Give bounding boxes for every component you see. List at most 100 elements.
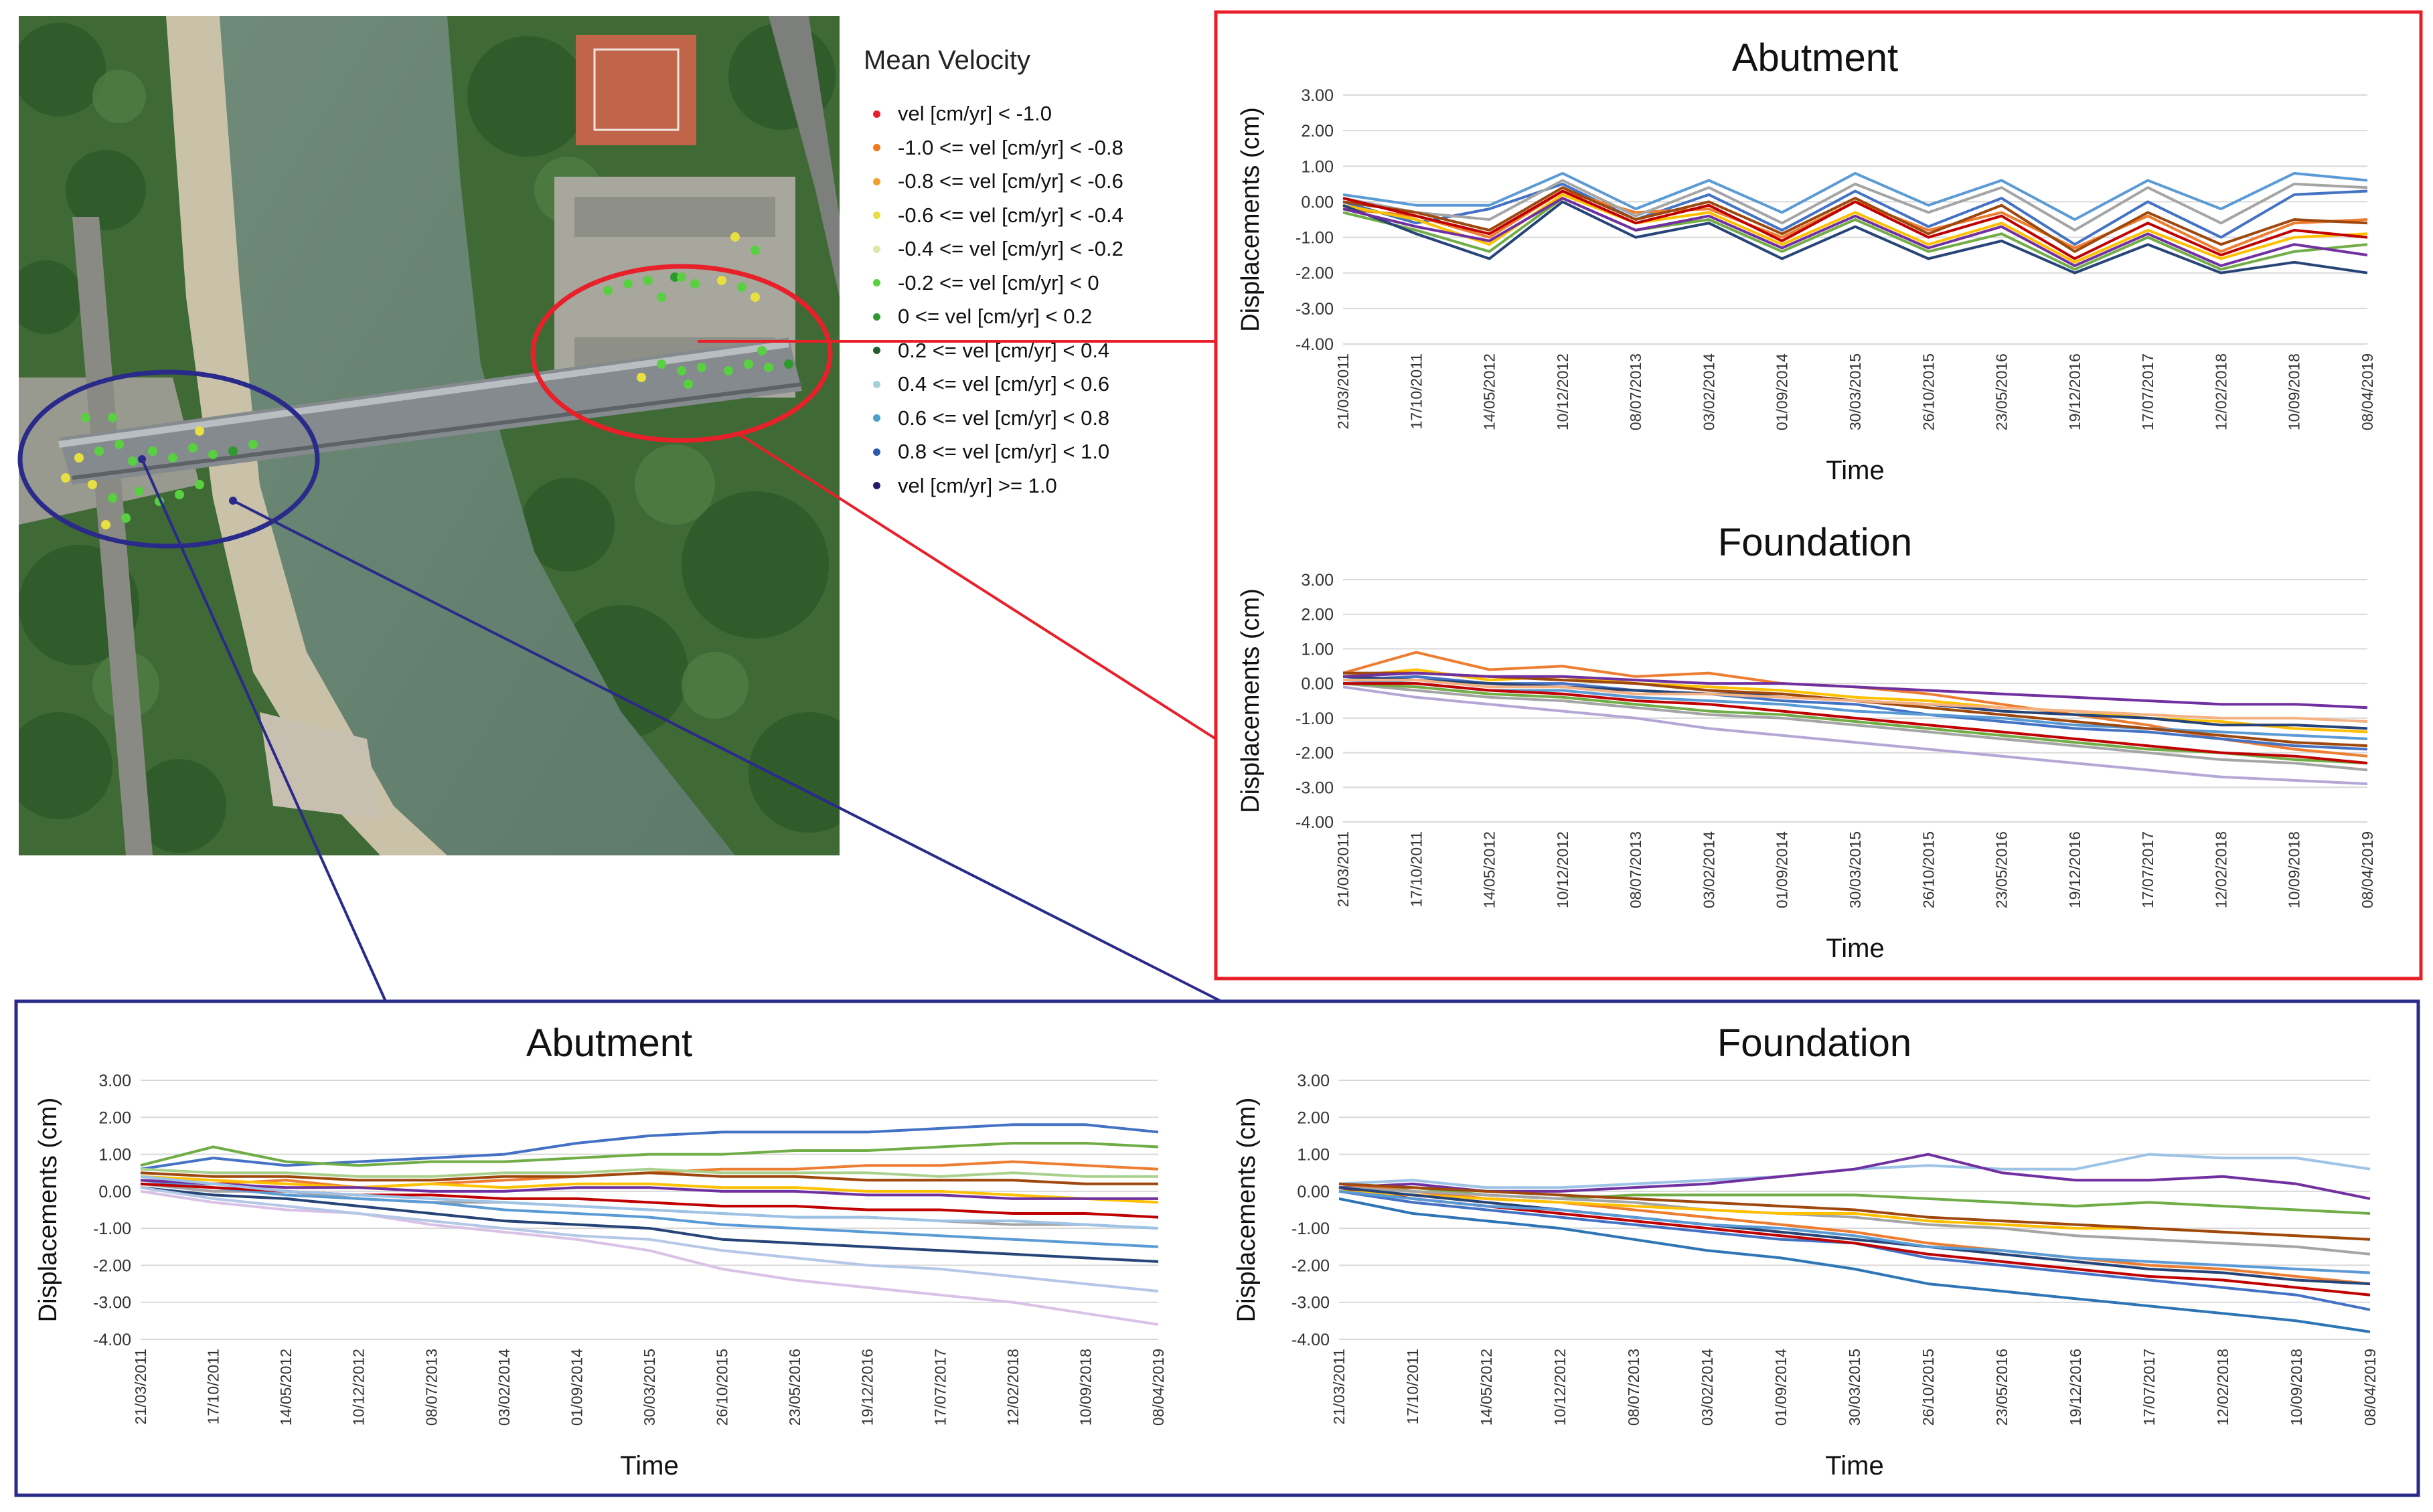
y-tick-label: -3.00 (1296, 300, 1334, 319)
x-tick-label: 17/07/2017 (2139, 353, 2156, 430)
x-tick-label: 21/03/2011 (1334, 353, 1352, 429)
y-tick-label: 0.00 (1297, 1183, 1330, 1201)
y-tick-label: 1.00 (1301, 640, 1334, 659)
x-tick-label: 08/04/2019 (2361, 1349, 2379, 1426)
legend-item: vel [cm/yr] < -1.0 (864, 97, 1239, 131)
x-tick-label: 03/02/2014 (495, 1349, 513, 1426)
x-tick-label: 08/04/2019 (1150, 1349, 1167, 1426)
x-tick-label: 03/02/2014 (1700, 831, 1717, 908)
series-line (1342, 186, 2368, 253)
x-axis-label: Time (1826, 934, 1884, 963)
legend-marker (873, 245, 880, 253)
chart-title: Abutment (526, 1021, 692, 1065)
series-line (1338, 1153, 2371, 1189)
legend-marker (873, 110, 880, 118)
x-tick-label: 23/05/2016 (786, 1349, 803, 1426)
legend-marker (873, 279, 880, 287)
series-line (1342, 197, 2368, 268)
x-tick-label: 26/10/2015 (1919, 353, 1937, 430)
legend-marker (873, 482, 880, 490)
x-tick-label: 26/10/2015 (714, 1349, 731, 1426)
x-tick-label: 17/10/2011 (1407, 831, 1425, 907)
x-tick-label: 01/09/2014 (1772, 1349, 1790, 1426)
x-tick-label: 14/05/2012 (1478, 1349, 1495, 1426)
y-tick-label: 3.00 (98, 1072, 131, 1090)
series-line (1342, 171, 2368, 221)
series-line (1342, 179, 2368, 232)
y-tick-label: 2.00 (98, 1108, 131, 1127)
x-tick-label: 10/12/2012 (350, 1349, 368, 1426)
legend-marker (873, 144, 880, 152)
x-axis-label: Time (1825, 1451, 1883, 1481)
x-axis-label: Time (1826, 456, 1884, 485)
x-tick-label: 10/09/2018 (2286, 831, 2303, 908)
legend-label: vel [cm/yr] < -1.0 (898, 102, 1052, 126)
velocity-legend: Mean Velocity vel [cm/yr] < -1.0 -1.0 <= … (864, 46, 1239, 503)
y-tick-label: -1.00 (93, 1220, 131, 1238)
series-line (140, 1171, 1158, 1185)
x-tick-label: 12/02/2018 (1004, 1349, 1022, 1426)
series-line (140, 1189, 1159, 1326)
y-axis-label: Displacements (cm) (1233, 1098, 1261, 1323)
x-tick-label: 01/09/2014 (568, 1349, 585, 1426)
y-tick-label: 0.00 (1301, 193, 1334, 212)
legend-label: 0.6 <= vel [cm/yr] < 0.8 (898, 406, 1110, 430)
x-tick-label: 30/03/2015 (1847, 353, 1864, 430)
y-tick-label: -4.00 (1291, 1331, 1330, 1349)
y-tick-label: -2.00 (1296, 744, 1334, 763)
legend-item: -1.0 <= vel [cm/yr] < -0.8 (864, 131, 1239, 165)
legend-label: -0.8 <= vel [cm/yr] < -0.6 (898, 169, 1123, 193)
series-line (1338, 1186, 2371, 1286)
legend-item: 0.2 <= vel [cm/yr] < 0.4 (864, 334, 1239, 368)
series-line (1343, 682, 2368, 765)
x-tick-label: 17/07/2017 (2139, 831, 2156, 908)
legend-item: -0.4 <= vel [cm/yr] < -0.2 (864, 232, 1239, 266)
x-tick-label: 17/10/2011 (205, 1349, 222, 1424)
series-line (1342, 679, 2368, 740)
series-line (140, 1167, 1158, 1178)
y-tick-label: -1.00 (1291, 1220, 1330, 1238)
legend-item: -0.8 <= vel [cm/yr] < -0.6 (864, 165, 1239, 199)
legend-marker (873, 177, 880, 185)
series-line (1342, 197, 2368, 271)
x-tick-label: 03/02/2014 (1700, 353, 1717, 430)
legend-label: 0.4 <= vel [cm/yr] < 0.6 (898, 372, 1110, 396)
legend-label: vel [cm/yr] >= 1.0 (898, 473, 1057, 497)
series-line (140, 1175, 1159, 1204)
x-axis-label: Time (620, 1451, 678, 1481)
y-tick-label: 3.00 (1297, 1072, 1330, 1090)
x-tick-label: 10/09/2018 (1077, 1349, 1094, 1426)
x-tick-label: 19/12/2016 (2067, 1349, 2084, 1426)
series-line (1338, 1197, 2371, 1333)
y-tick-label: -1.00 (1296, 229, 1334, 248)
chart-title: Foundation (1717, 1021, 1911, 1065)
x-tick-label: 30/03/2015 (1846, 1349, 1863, 1426)
chart-red-abutment: Abutment 3.00 2.00 1.00 0.00 -1.00 -2.00 -3.00 -… (1237, 36, 2376, 485)
x-tick-label: 17/10/2011 (1404, 1349, 1421, 1424)
x-tick-label: 17/10/2011 (1407, 353, 1425, 429)
legend-label: -1.0 <= vel [cm/yr] < -0.8 (898, 135, 1123, 159)
y-tick-label: 1.00 (1301, 157, 1334, 176)
series-line (140, 1179, 1158, 1200)
y-tick-label: 2.00 (1301, 606, 1334, 624)
series-line (1338, 1186, 2371, 1256)
legend-item: 0.8 <= vel [cm/yr] < 1.0 (864, 435, 1239, 469)
y-tick-label: -3.00 (1291, 1294, 1330, 1313)
y-axis-label: Displacements (cm) (1237, 107, 1265, 332)
x-tick-label: 21/03/2011 (1334, 831, 1352, 907)
y-tick-label: 2.00 (1301, 122, 1334, 141)
x-tick-label: 08/07/2013 (1627, 353, 1644, 430)
y-tick-label: 3.00 (1301, 571, 1334, 590)
legend-label: 0.2 <= vel [cm/yr] < 0.4 (898, 338, 1110, 362)
x-tick-label: 08/07/2013 (1627, 831, 1644, 908)
legend-item: 0.6 <= vel [cm/yr] < 0.8 (864, 402, 1239, 436)
x-tick-label: 23/05/2016 (1993, 831, 2011, 908)
x-tick-label: 08/07/2013 (422, 1349, 440, 1426)
x-tick-label: 08/04/2019 (2359, 831, 2376, 908)
x-tick-label: 12/02/2018 (2212, 831, 2229, 908)
legend-marker (873, 448, 880, 456)
x-tick-label: 30/03/2015 (1847, 831, 1864, 908)
legend-items: vel [cm/yr] < -1.0 -1.0 <= vel [cm/yr] < … (864, 97, 1239, 503)
series-line (1343, 679, 2368, 723)
x-tick-label: 23/05/2016 (1993, 1349, 2011, 1426)
